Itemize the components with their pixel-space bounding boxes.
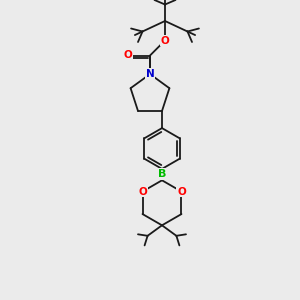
Text: O: O bbox=[138, 187, 147, 196]
Text: O: O bbox=[177, 187, 186, 196]
Text: B: B bbox=[158, 169, 166, 179]
Text: O: O bbox=[123, 50, 132, 61]
Text: O: O bbox=[160, 35, 169, 46]
Text: N: N bbox=[146, 69, 154, 79]
